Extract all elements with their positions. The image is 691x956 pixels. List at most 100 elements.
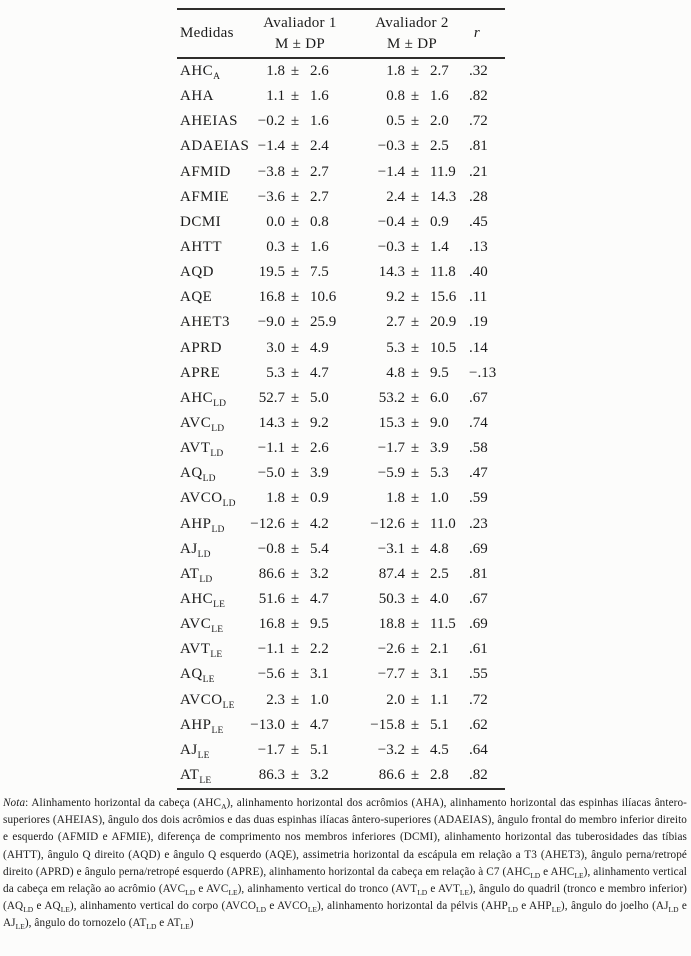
rater1-plus-minus: ± bbox=[290, 565, 300, 582]
rater2-sd: 14.3 bbox=[430, 188, 457, 205]
r-value: .47 bbox=[469, 465, 488, 482]
rater1-mean: 86.3 bbox=[258, 767, 285, 783]
r-value: .67 bbox=[469, 389, 488, 406]
rater2-plus-minus: ± bbox=[410, 641, 420, 658]
r-value: .81 bbox=[469, 138, 488, 155]
rater1-plus-minus: ± bbox=[290, 741, 300, 758]
rater1-mean: −1.1 bbox=[257, 641, 285, 658]
rater1-sd: 1.6 bbox=[310, 239, 329, 256]
rater2-mean: 53.2 bbox=[378, 389, 405, 406]
rater1-sd: 7.5 bbox=[310, 264, 329, 281]
rater2-plus-minus: ± bbox=[410, 63, 420, 80]
table-row: AHCLD 52.7 ± 5.0 53.2 ± 6.0 .67 bbox=[177, 386, 505, 411]
rater2-sd: 4.0 bbox=[430, 591, 449, 608]
table-row: AVTLD −1.1 ± 2.6 −1.7 ± 3.9 .58 bbox=[177, 436, 505, 461]
rater1-sd: 2.6 bbox=[310, 63, 329, 80]
measure-label: AQD bbox=[180, 264, 214, 281]
header-avaliador-2-mdp: M ± DP bbox=[386, 35, 438, 52]
table-row: APRD 3.0 ± 4.9 5.3 ± 10.5 .14 bbox=[177, 336, 505, 361]
rater2-mean: 1.8 bbox=[386, 63, 405, 80]
table-row: AQE 16.8 ± 10.6 9.2 ± 15.6 .11 bbox=[177, 285, 505, 310]
note-text: Alinhamento horizontal da cabeça (AHCA),… bbox=[3, 797, 688, 932]
rater1-plus-minus: ± bbox=[290, 591, 300, 608]
rater1-mean: −1.4 bbox=[257, 138, 285, 155]
rater2-plus-minus: ± bbox=[410, 163, 420, 180]
rater1-mean: 19.5 bbox=[258, 264, 285, 281]
r-value: .81 bbox=[469, 565, 488, 582]
measure-label: DCMI bbox=[180, 213, 222, 230]
measure-label: AHCLE bbox=[180, 591, 226, 611]
rater2-plus-minus: ± bbox=[410, 591, 420, 608]
r-value: .82 bbox=[469, 88, 488, 105]
rater2-mean: 86.6 bbox=[378, 767, 405, 783]
rater1-sd: 9.5 bbox=[310, 616, 329, 633]
rater1-mean: 0.3 bbox=[266, 239, 285, 256]
rater1-sd: 3.9 bbox=[310, 465, 329, 482]
rater2-mean: 2.7 bbox=[386, 314, 405, 331]
rater2-mean: 2.4 bbox=[386, 188, 405, 205]
rater2-sd: 4.8 bbox=[430, 540, 449, 557]
measure-label: AJLD bbox=[180, 540, 211, 560]
rater2-plus-minus: ± bbox=[410, 565, 420, 582]
rater2-sd: 0.9 bbox=[430, 213, 449, 230]
rater2-mean: −3.1 bbox=[377, 540, 405, 557]
rater2-plus-minus: ± bbox=[410, 666, 420, 683]
r-value: .62 bbox=[469, 716, 488, 733]
rater2-mean: 1.8 bbox=[386, 490, 405, 507]
table-row: AHET3 −9.0 ± 25.9 2.7 ± 20.9 .19 bbox=[177, 310, 505, 335]
rater1-plus-minus: ± bbox=[290, 540, 300, 557]
rater2-sd: 2.5 bbox=[430, 565, 449, 582]
measure-label: AHTT bbox=[180, 239, 222, 256]
r-value: −.13 bbox=[469, 364, 497, 381]
rater2-sd: 9.0 bbox=[430, 415, 449, 432]
rater1-plus-minus: ± bbox=[290, 465, 300, 482]
rater1-sd: 2.4 bbox=[310, 138, 329, 155]
rater2-sd: 1.6 bbox=[430, 88, 449, 105]
rater2-mean: −12.6 bbox=[370, 515, 405, 532]
rater1-plus-minus: ± bbox=[290, 213, 300, 230]
table-body: AHCA 1.8 ± 2.6 1.8 ± 2.7 .32 AHA 1.1 ± 1… bbox=[177, 59, 505, 788]
rater2-plus-minus: ± bbox=[410, 415, 420, 432]
rater2-mean: 14.3 bbox=[378, 264, 405, 281]
rater2-mean: 0.8 bbox=[386, 88, 405, 105]
rater1-sd: 3.2 bbox=[310, 565, 329, 582]
rater2-plus-minus: ± bbox=[410, 540, 420, 557]
r-value: .69 bbox=[469, 540, 488, 557]
table-row: AQLE −5.6 ± 3.1 −7.7 ± 3.1 .55 bbox=[177, 662, 505, 687]
rater2-mean: −0.3 bbox=[377, 138, 405, 155]
rater1-mean: 16.8 bbox=[258, 616, 285, 633]
rater2-sd: 4.5 bbox=[430, 741, 449, 758]
rater2-mean: 87.4 bbox=[378, 565, 405, 582]
table-header-rule bbox=[177, 57, 505, 59]
rater2-sd: 2.5 bbox=[430, 138, 449, 155]
rater2-plus-minus: ± bbox=[410, 314, 420, 331]
rater1-plus-minus: ± bbox=[290, 289, 300, 306]
table-row: AFMIE −3.6 ± 2.7 2.4 ± 14.3 .28 bbox=[177, 185, 505, 210]
r-value: .13 bbox=[469, 239, 488, 256]
rater1-sd: 4.2 bbox=[310, 515, 329, 532]
table-row: APRE 5.3 ± 4.7 4.8 ± 9.5 −.13 bbox=[177, 361, 505, 386]
rater1-mean: −3.6 bbox=[257, 188, 285, 205]
rater1-mean: 1.1 bbox=[266, 88, 285, 105]
rater1-mean: −0.2 bbox=[257, 113, 285, 130]
measure-label: AQLE bbox=[180, 666, 215, 686]
rater1-plus-minus: ± bbox=[290, 163, 300, 180]
rater1-mean: 14.3 bbox=[258, 415, 285, 432]
rater2-mean: 15.3 bbox=[378, 415, 405, 432]
rater2-sd: 5.3 bbox=[430, 465, 449, 482]
rater1-plus-minus: ± bbox=[290, 389, 300, 406]
rater1-mean: −13.0 bbox=[250, 716, 285, 733]
r-value: .61 bbox=[469, 641, 488, 658]
rater2-plus-minus: ± bbox=[410, 213, 420, 230]
rater2-mean: 0.5 bbox=[386, 113, 405, 130]
rater2-mean: −0.3 bbox=[377, 239, 405, 256]
table-bottom-rule bbox=[177, 788, 505, 791]
rater1-mean: −1.1 bbox=[257, 440, 285, 457]
rater2-sd: 11.8 bbox=[430, 264, 456, 281]
rater2-sd: 11.0 bbox=[430, 515, 456, 532]
rater2-plus-minus: ± bbox=[410, 389, 420, 406]
header-avaliador-2: Avaliador 2 M ± DP bbox=[355, 13, 469, 55]
rater1-plus-minus: ± bbox=[290, 339, 300, 356]
table-row: ATLD 86.6 ± 3.2 87.4 ± 2.5 .81 bbox=[177, 562, 505, 587]
